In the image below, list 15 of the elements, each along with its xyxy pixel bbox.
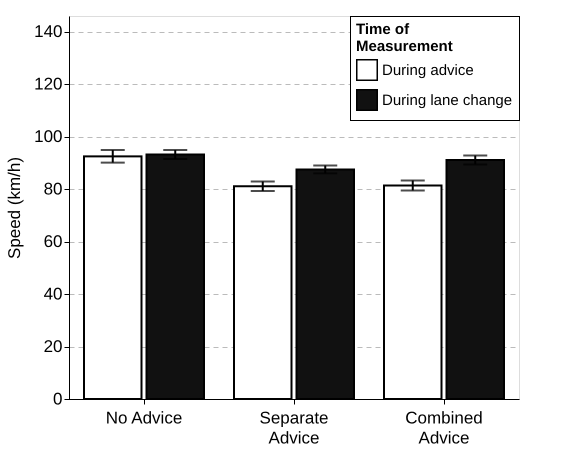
y-tick-label: 120 <box>34 74 62 94</box>
y-tick-label: 40 <box>44 284 62 304</box>
y-axis-title: Speed (km/h) <box>5 156 24 260</box>
y-tick-label: 100 <box>34 127 62 146</box>
x-tick-label: Separate Advice <box>260 408 328 448</box>
x-tick-label: Combined Advice <box>405 408 483 448</box>
y-tick-label: 20 <box>44 337 62 356</box>
legend-label: During advice <box>382 62 474 79</box>
y-tick-label: 80 <box>44 180 62 199</box>
legend-title: Time of Measurement <box>356 21 453 55</box>
legend-label: During lane change <box>382 92 512 109</box>
x-tick-label: No Advice <box>106 408 182 428</box>
y-tick-label: 60 <box>44 232 62 252</box>
y-tick-label: 140 <box>34 22 62 42</box>
y-tick-label: 0 <box>53 390 62 408</box>
